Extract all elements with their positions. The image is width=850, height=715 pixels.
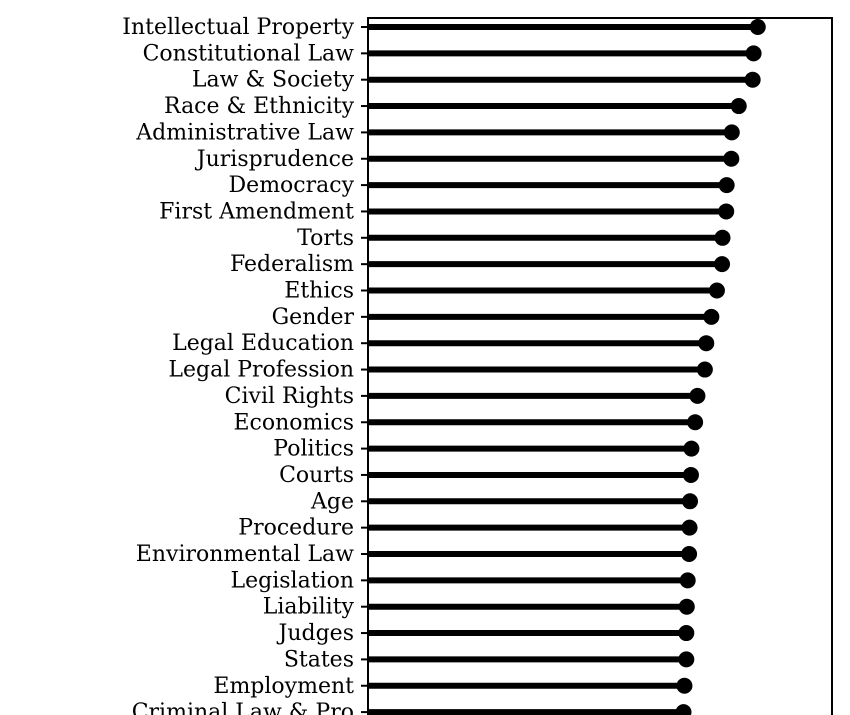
lollipop-dot: [718, 203, 735, 220]
lollipop-dot: [749, 19, 766, 35]
lollipop-dot: [745, 45, 762, 62]
lollipop-dot: [698, 335, 715, 352]
lollipop-dot: [714, 229, 731, 246]
lollipop-dot: [723, 150, 740, 167]
lollipop-dot: [675, 704, 692, 715]
plot-frame: [367, 17, 833, 715]
lollipop-dot: [676, 677, 693, 694]
category-tick-label: Courts: [279, 463, 354, 488]
category-tick-label: Legal Profession: [168, 358, 354, 383]
category-tick-label: Federalism: [230, 252, 354, 277]
category-tick-label: Torts: [297, 226, 354, 251]
category-tick-label: Legislation: [231, 568, 354, 593]
category-tick-label: Judges: [277, 621, 354, 646]
category-tick-label: Law & Society: [192, 68, 355, 93]
lollipop-dot: [678, 625, 695, 642]
lollipop-dot: [679, 572, 696, 589]
category-tick-label: Race & Ethnicity: [164, 94, 355, 119]
category-tick-label: Environmental Law: [136, 542, 354, 567]
category-tick-label: Ethics: [284, 279, 354, 304]
category-tick-label: Intellectual Property: [122, 15, 354, 40]
lollipop-dot: [678, 598, 695, 615]
lollipop-dot: [687, 414, 704, 431]
lollipop-dot: [744, 71, 761, 88]
lollipop-dot: [689, 387, 706, 404]
category-tick-label: Gender: [272, 305, 355, 330]
category-tick-label: States: [284, 647, 354, 672]
category-tick-label: Civil Rights: [225, 384, 354, 409]
chart-marks: [361, 19, 766, 715]
category-tick-label: Constitutional Law: [143, 41, 355, 66]
lollipop-dot: [681, 519, 698, 536]
category-tick-label: Jurisprudence: [195, 147, 354, 172]
category-tick-label: Criminal Law & Pro: [132, 700, 354, 715]
category-tick-label: Economics: [233, 410, 354, 435]
lollipop-dot: [708, 282, 725, 299]
lollipop-dot: [683, 440, 700, 457]
category-tick-label: Administrative Law: [135, 120, 354, 145]
category-tick-label: Politics: [273, 437, 354, 462]
lollipop-dot: [682, 466, 699, 483]
category-tick-label: Liability: [263, 595, 355, 620]
lollipop-dot: [730, 98, 747, 115]
category-tick-label: Employment: [213, 674, 354, 699]
lollipop-dot: [682, 493, 699, 510]
lollipop-dot: [703, 308, 720, 325]
category-tick-label: Legal Education: [172, 331, 354, 356]
category-tick-label: Procedure: [238, 516, 354, 541]
lollipop-dot: [681, 546, 698, 562]
category-tick-label: Age: [310, 489, 354, 514]
lollipop-dot: [714, 256, 731, 273]
category-tick-label: First Amendment: [159, 199, 354, 224]
lollipop-dot: [678, 651, 695, 668]
lollipop-dot: [718, 177, 735, 194]
category-tick-label: Democracy: [229, 173, 355, 198]
lollipop-dot: [696, 361, 713, 378]
lollipop-dot: [723, 124, 740, 141]
